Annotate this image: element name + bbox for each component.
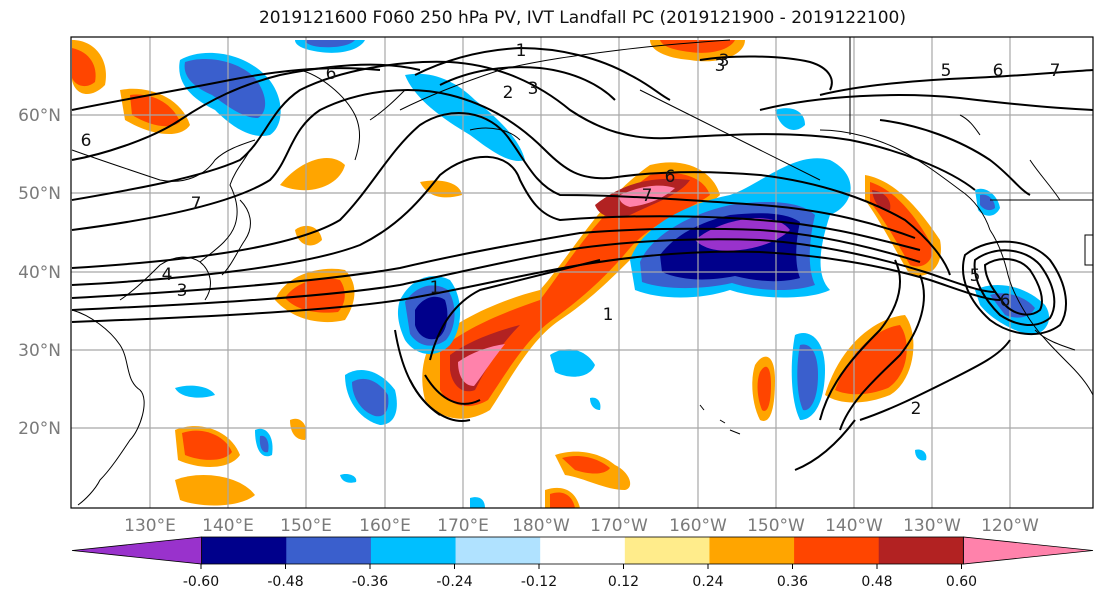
lon-label: 130°E [124, 516, 176, 536]
lon-label: 120°W [981, 516, 1039, 536]
lat-label: 50°N [18, 184, 61, 204]
colorbar-tick-label: 0.24 [692, 574, 723, 590]
lat-label: 30°N [18, 341, 61, 361]
lon-label: 160°E [359, 516, 411, 536]
contour-label: 7 [191, 194, 202, 214]
plot-frame [70, 36, 1094, 509]
colorbar-arrow-right [962, 536, 1094, 565]
colorbar-tick-label: -0.48 [267, 574, 303, 590]
lon-label: 150°E [280, 516, 332, 536]
colorbar: -0.60 -0.48 -0.36 -0.24 -0.12 0.12 0.24 0.36 0.4… [71, 536, 1094, 590]
contour-label: 1 [516, 41, 527, 61]
colorbar-swatch [624, 537, 710, 564]
contour-label: 6 [665, 167, 676, 187]
colorbar-tick-label: -0.36 [352, 574, 388, 590]
colorbar-swatch [286, 537, 372, 564]
lon-label: 170°W [590, 516, 648, 536]
colorbar-tick-label: 0.36 [777, 574, 808, 590]
colorbar-tick-label: -0.24 [436, 574, 472, 590]
graticule [71, 37, 1093, 508]
lon-label: 140°E [202, 516, 254, 536]
contour-label: 3 [528, 79, 539, 99]
lon-label: 140°W [825, 516, 883, 536]
contour-label: 3 [715, 56, 726, 76]
contour-label: 7 [1050, 61, 1061, 81]
lat-label: 40°N [18, 263, 61, 283]
colorbar-tick-label: 0.12 [608, 574, 639, 590]
colorbar-swatch [455, 537, 541, 564]
contour-label: 7 [642, 186, 653, 206]
pc-shading [72, 40, 1050, 508]
contour-label: 2 [503, 83, 514, 103]
contour-label: 5 [941, 61, 952, 81]
contour-label: 6 [81, 131, 92, 151]
contour-label: 6 [1000, 291, 1011, 311]
latitude-labels: 60°N 50°N 40°N 30°N 20°N [18, 106, 61, 439]
lat-label: 20°N [18, 419, 61, 439]
contour-label: 1 [603, 305, 614, 325]
colorbar-arrow-left [71, 536, 203, 565]
map-title: 2019121600 F060 250 hPa PV, IVT Landfall… [258, 8, 906, 28]
pv-contours [71, 46, 1093, 471]
longitude-labels: 130°E 140°E 150°E 160°E 170°E 180°W 170°W 160°W… [124, 516, 1039, 536]
contour-label: 4 [162, 265, 173, 285]
lon-label: 180°W [512, 516, 570, 536]
colorbar-tick-label: -0.60 [183, 574, 219, 590]
colorbar-swatch [794, 537, 880, 564]
contour-label: 6 [993, 61, 1004, 81]
lon-label: 160°W [669, 516, 727, 536]
colorbar-swatch [878, 537, 964, 564]
colorbar-swatch [201, 537, 287, 564]
contour-label: 6 [326, 64, 337, 84]
colorbar-tick-label: -0.12 [521, 574, 557, 590]
colorbar-tick-label: 0.60 [946, 574, 977, 590]
colorbar-swatch [370, 537, 457, 564]
colorbar-tick-label: 0.48 [861, 574, 892, 590]
lon-label: 130°W [903, 516, 961, 536]
contour-label: 2 [911, 399, 922, 419]
contour-label: 3 [719, 51, 730, 71]
contour-label: 3 [177, 281, 188, 301]
lon-label: 150°W [747, 516, 805, 536]
lon-label: 170°E [437, 516, 489, 536]
contour-label: 5 [970, 266, 981, 286]
colorbar-swatch [540, 537, 626, 564]
contour-label: 1 [430, 278, 441, 298]
lat-label: 60°N [18, 106, 61, 126]
colorbar-swatch [709, 537, 795, 564]
